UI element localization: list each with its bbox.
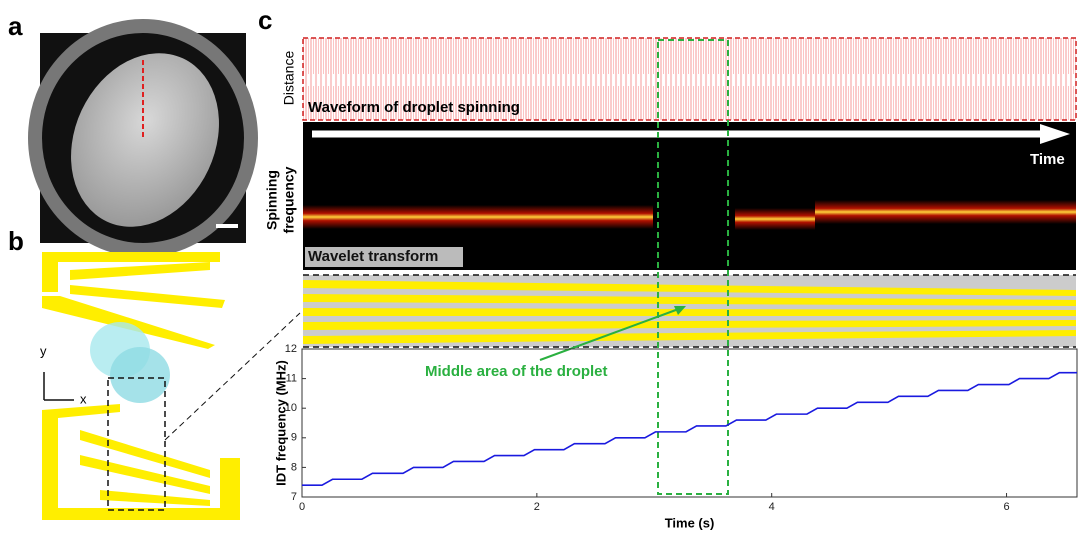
x-tick-label: 0	[299, 501, 305, 513]
zoom-box	[107, 377, 166, 511]
chamber-ring	[28, 19, 258, 257]
axis-label: Spinning	[264, 170, 280, 230]
waveform	[303, 38, 1076, 120]
time-arrow-head	[1040, 124, 1070, 144]
droplet-3d	[110, 347, 170, 403]
annotation-arrow	[539, 306, 685, 361]
spectral-band	[303, 205, 653, 229]
panel-label: c	[258, 5, 272, 35]
x-axis-label: Time (s)	[665, 515, 715, 530]
y-tick-label: 10	[285, 402, 297, 414]
y-tick-label: 9	[291, 432, 297, 444]
y-tick-label: 11	[286, 373, 297, 385]
x-tick-label: 4	[769, 501, 775, 513]
data-line	[302, 371, 1077, 486]
spectrogram	[303, 122, 1076, 270]
y-tick-label: 12	[285, 343, 297, 355]
idt-electrode	[42, 252, 240, 520]
scale-bar	[216, 224, 238, 228]
panel-label: b	[8, 226, 24, 256]
y-axis-label: IDT frequency (MHz)	[273, 360, 288, 486]
caption: Wavelet transform	[308, 248, 438, 265]
axis-name: x	[80, 391, 87, 406]
droplet	[71, 53, 219, 227]
panel-label: a	[8, 11, 23, 41]
finger	[303, 280, 1076, 344]
spectral-band	[735, 208, 815, 230]
highlight-box	[657, 39, 729, 495]
y-tick-label: 7	[291, 491, 297, 503]
y-tick-label: 8	[291, 461, 297, 473]
spectral-band	[815, 200, 1076, 224]
caption: Waveform of droplet spinning	[308, 99, 520, 116]
waveform-frame	[302, 37, 1077, 121]
plot-frame	[301, 348, 1078, 498]
arrow-label: Time	[1030, 151, 1065, 168]
axis-name: y	[40, 343, 47, 358]
axis-label: Distance	[281, 51, 297, 106]
annotation-arrowhead	[674, 306, 686, 315]
caption-bg	[305, 247, 463, 267]
axis-label: frequency	[281, 166, 297, 233]
annotation: Middle area of the droplet	[425, 363, 608, 380]
x-tick-label: 2	[534, 501, 540, 513]
zoom-line	[164, 312, 301, 441]
x-tick-label: 6	[1003, 501, 1009, 513]
